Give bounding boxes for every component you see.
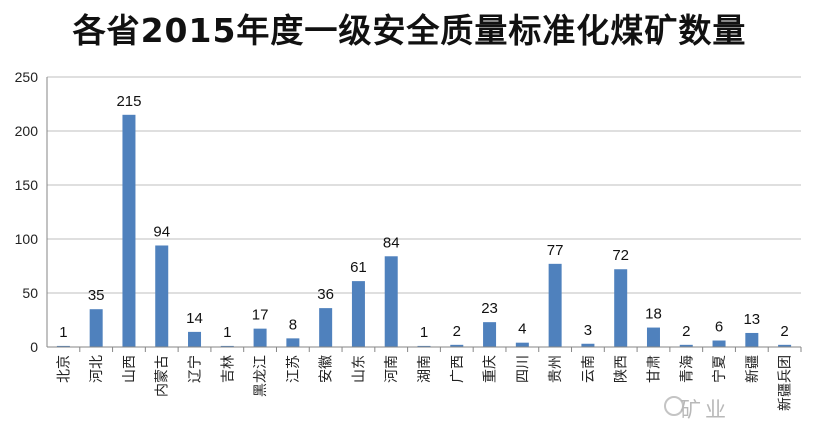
bar: [89, 309, 103, 347]
data-label: 215: [116, 93, 141, 110]
category-label: 甘肃: [646, 355, 662, 383]
bar: [417, 345, 431, 347]
bar: [122, 114, 136, 347]
y-tick-label: 200: [15, 123, 39, 139]
data-label: 14: [186, 310, 203, 327]
data-label: 77: [547, 242, 564, 259]
y-tick-label: 0: [30, 339, 38, 355]
y-tick-label: 250: [15, 69, 39, 85]
data-label: 2: [780, 323, 788, 340]
category-label: 山东: [351, 355, 367, 383]
category-label: 贵州: [548, 355, 564, 383]
chart-title: 各省2015年度一级安全质量标准化煤矿数量: [72, 11, 747, 50]
bar: [515, 342, 529, 347]
data-label: 36: [317, 286, 334, 303]
data-label: 8: [289, 316, 297, 333]
bar: [220, 345, 234, 347]
wechat-icon: [664, 396, 684, 416]
bar: [712, 340, 726, 347]
data-label: 2: [682, 323, 690, 340]
data-label: 17: [252, 307, 269, 324]
category-label: 新疆: [745, 355, 761, 383]
data-label: 72: [612, 247, 629, 264]
category-label: 河南: [384, 355, 400, 383]
bar: [253, 328, 267, 347]
category-label: 吉林: [220, 355, 236, 383]
bar: [319, 308, 333, 347]
data-label: 1: [59, 324, 67, 341]
watermark-text: 矿业: [680, 398, 730, 422]
gridlines: [47, 76, 801, 294]
bar: [483, 322, 497, 347]
y-axis-ticks: 0 50 100 150 200 250: [15, 69, 39, 355]
bar: [56, 345, 70, 347]
category-label: 新疆兵团: [778, 355, 794, 411]
bar: [581, 343, 595, 347]
bar: [351, 281, 365, 347]
bar: [614, 269, 628, 347]
category-label: 云南: [581, 355, 597, 383]
data-label: 1: [420, 324, 428, 341]
data-labels: 1 35 215 94 14 1 17 8 36 61 84 1 2 23 4 77 3 72 18 2 6 13 2: [59, 93, 789, 341]
category-label: 湖南: [417, 355, 433, 383]
data-label: 3: [584, 322, 592, 339]
category-label: 山西: [122, 355, 138, 383]
bar: [745, 332, 759, 347]
data-label: 23: [481, 300, 498, 317]
bar: [679, 344, 693, 347]
bar: [450, 344, 464, 347]
data-label: 84: [383, 234, 400, 251]
y-tick-label: 100: [15, 231, 39, 247]
data-label: 61: [350, 259, 367, 276]
category-label: 北京: [56, 355, 72, 383]
data-label: 18: [645, 306, 662, 323]
category-label: 内蒙古: [155, 355, 171, 397]
x-axis-categories: 北京 河北 山西 内蒙古 辽宁 吉林 黑龙江 江苏 安徽 山东 河南 湖南 广西 重庆 四川 贵州 云南 陕西 甘肃…: [56, 347, 802, 411]
category-label: 四川: [515, 355, 531, 383]
data-label: 35: [88, 287, 105, 304]
data-label: 94: [153, 223, 170, 240]
bar: [548, 263, 562, 347]
bar: [155, 245, 169, 347]
category-label: 广西: [450, 355, 466, 383]
category-label: 辽宁: [187, 355, 204, 383]
category-label: 黑龙江: [253, 355, 269, 397]
category-label: 宁夏: [711, 355, 728, 383]
data-label: 1: [223, 324, 231, 341]
category-label: 重庆: [483, 355, 499, 383]
category-label: 陕西: [614, 355, 630, 383]
data-label: 2: [453, 323, 461, 340]
y-tick-label: 150: [15, 177, 39, 193]
data-label: 13: [743, 311, 760, 328]
category-label: 安徽: [319, 355, 335, 383]
bars: [56, 114, 792, 347]
data-label: 6: [715, 319, 723, 336]
bar: [646, 327, 660, 347]
bar: [286, 338, 300, 347]
y-tick-label: 50: [22, 285, 38, 301]
category-label: 河北: [89, 355, 105, 383]
bar: [384, 256, 398, 347]
data-label: 4: [518, 321, 526, 338]
category-label: 江苏: [286, 355, 302, 383]
bar: [188, 331, 202, 347]
category-label: 青海: [679, 355, 695, 383]
bar: [778, 344, 792, 347]
